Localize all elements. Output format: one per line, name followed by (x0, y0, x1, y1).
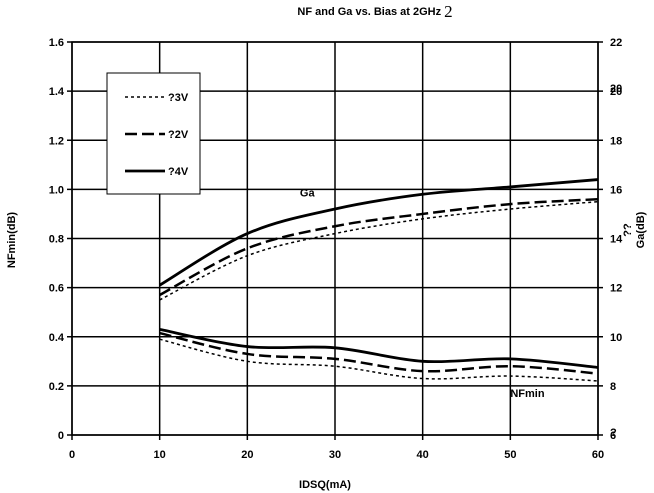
svg-text:??: ?? (622, 223, 634, 237)
y-right-tick-label: 8 (610, 381, 616, 393)
y-left-tick-label: 0.6 (49, 283, 64, 295)
legend: ?3V ?2V ?4V (106, 72, 201, 195)
y-left-tick-label: 0 (58, 430, 64, 442)
series-line-left (159, 331, 599, 375)
x-tick-label: 10 (154, 449, 166, 461)
y-left-tick-label: 0.4 (49, 332, 65, 344)
y-right-tick-label: 16 (610, 184, 622, 196)
annotation-label: Ga (300, 188, 316, 200)
plot-frame (71, 41, 599, 436)
y-left-axis-label: NFmin(dB) (6, 212, 18, 269)
series-line-left (159, 328, 599, 369)
y-left-tick-label: 1.2 (49, 135, 64, 147)
x-tick-label: 40 (417, 449, 429, 461)
y-right-tick-label: 10 (610, 332, 622, 344)
y-right-overlap-label: ? (610, 427, 617, 439)
x-axis-label: IDSQ(mA) (299, 479, 351, 491)
x-tick-label: 50 (504, 449, 516, 461)
series-lines (158, 178, 599, 382)
x-tick-label: 60 (592, 449, 604, 461)
annotations: Ga NFmin (300, 188, 545, 400)
legend-entry-label: ?3V (168, 92, 189, 104)
series-line-right (159, 197, 599, 297)
x-tick-label: 0 (69, 449, 75, 461)
x-tick-label: 30 (329, 449, 341, 461)
x-tick-label: 20 (241, 449, 253, 461)
y-right-tick-label: 18 (610, 135, 622, 147)
y-left-tick-label: 0.8 (49, 234, 64, 246)
y-left-tick-label: 1.4 (49, 86, 65, 98)
series-line-right (158, 178, 599, 287)
y-right-tick-label: 22 (610, 37, 622, 49)
legend-entry-label: ?4V (168, 166, 189, 178)
series-line-left (159, 338, 599, 382)
tick-labels: 0 0.2 0.4 0.6 0.8 1.0 1.2 1.4 1.6 0 10 20 30 40 50 60 6 8… (49, 37, 623, 461)
y-right-tick-label: 12 (610, 283, 622, 295)
y-right-axis-label: ?? Ga(dB) (622, 211, 647, 248)
y-right-tick-label: 14 (610, 234, 623, 246)
annotation-label: NFmin (510, 388, 545, 400)
axes (67, 41, 603, 440)
y-right-tick-label: 20 (610, 86, 622, 98)
y-left-tick-label: 1.6 (49, 37, 64, 49)
y-left-tick-label: 1.0 (49, 184, 64, 196)
chart-title: NF and Ga vs. Bias at 2GHz 2 (297, 2, 452, 21)
y-left-tick-label: 0.2 (49, 381, 64, 393)
svg-text:Ga(dB): Ga(dB) (635, 211, 647, 248)
y-right-tick-label: 6 (610, 430, 616, 442)
y-right-overlap-label: 20 (610, 83, 622, 95)
series-line-right (159, 200, 599, 301)
legend-entry-label: ?2V (168, 129, 189, 141)
